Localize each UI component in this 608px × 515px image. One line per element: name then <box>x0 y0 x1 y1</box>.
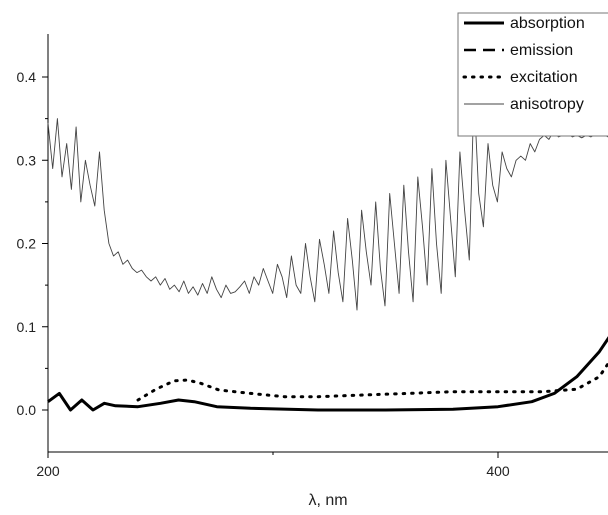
legend: absorption emission excitation anisotropy <box>457 12 608 137</box>
ticks <box>42 76 499 458</box>
series-line-absorption <box>47 336 608 412</box>
series-line-anisotropy <box>47 93 608 311</box>
y-tick-label: 0.1 <box>17 319 37 335</box>
y-tick-label: 0.3 <box>17 152 37 168</box>
legend-box <box>457 12 608 137</box>
tick-labels: 2004006000.00.10.20.30.4 <box>17 69 510 479</box>
legend-label-anisotropy: anisotropy <box>510 96 584 113</box>
series-line-excitation <box>136 361 608 402</box>
y-tick-label: 0.0 <box>17 402 37 418</box>
x-axis-title: λ, nm <box>308 492 347 509</box>
x-tick-label: 200 <box>36 463 60 479</box>
legend-label-emission: emission <box>510 42 573 59</box>
x-tick-label: 400 <box>486 463 510 479</box>
legend-label-excitation: excitation <box>510 69 578 86</box>
legend-label-absorption: absorption <box>510 15 585 32</box>
y-tick-label: 0.2 <box>17 236 37 252</box>
plot-area <box>47 93 608 412</box>
y-tick-label: 0.4 <box>17 69 37 85</box>
